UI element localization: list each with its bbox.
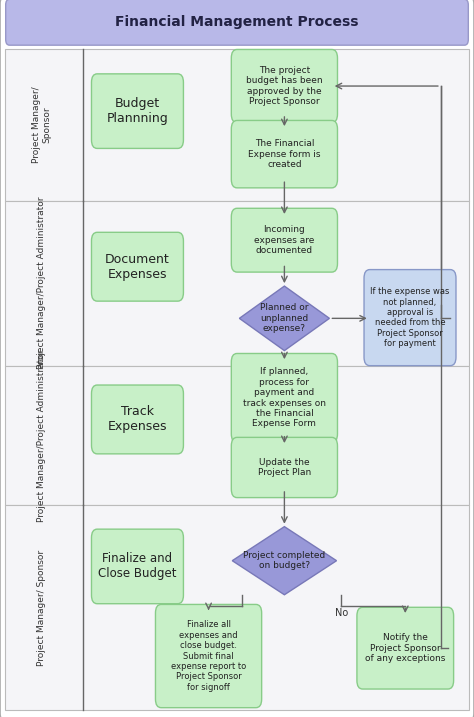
FancyBboxPatch shape	[231, 208, 337, 272]
Text: If the expense was
not planned,
approval is
needed from the
Project Sponsor
for : If the expense was not planned, approval…	[370, 287, 450, 348]
Text: Update the
Project Plan: Update the Project Plan	[258, 457, 311, 478]
Text: The Financial
Expense form is
created: The Financial Expense form is created	[248, 139, 320, 169]
Text: Project Manager/Project Administrator: Project Manager/Project Administrator	[37, 197, 46, 369]
Text: Financial Management Process: Financial Management Process	[115, 15, 359, 29]
FancyBboxPatch shape	[91, 232, 183, 301]
FancyBboxPatch shape	[231, 437, 337, 498]
Text: Incoming
expenses are
documented: Incoming expenses are documented	[254, 225, 315, 255]
Text: Finalize and
Close Budget: Finalize and Close Budget	[98, 552, 177, 581]
Text: Project Manager/Project Administrator: Project Manager/Project Administrator	[37, 349, 46, 522]
Text: Notify the
Project Sponsor
of any exceptions: Notify the Project Sponsor of any except…	[365, 633, 446, 663]
FancyBboxPatch shape	[364, 270, 456, 366]
Text: Finalize all
expenses and
close budget.
Submit final
expense report to
Project S: Finalize all expenses and close budget. …	[171, 620, 246, 692]
Bar	[5, 49, 469, 201]
Text: Yes: Yes	[234, 608, 250, 617]
Polygon shape	[232, 526, 337, 595]
FancyBboxPatch shape	[91, 74, 183, 148]
Text: No: No	[335, 608, 348, 617]
FancyBboxPatch shape	[155, 604, 262, 708]
Text: Track
Expenses: Track Expenses	[108, 405, 167, 434]
Text: Budget
Plannning: Budget Plannning	[107, 97, 168, 125]
Polygon shape	[239, 286, 329, 351]
FancyBboxPatch shape	[6, 0, 468, 45]
Text: The project
budget has been
approved by the
Project Sponsor: The project budget has been approved by …	[246, 66, 323, 106]
Text: If planned,
process for
payment and
track expenses on
the Financial
Expense Form: If planned, process for payment and trac…	[243, 367, 326, 429]
Text: Document
Expenses: Document Expenses	[105, 252, 170, 281]
Text: Project Manager/
Sponsor: Project Manager/ Sponsor	[32, 87, 51, 163]
FancyBboxPatch shape	[91, 385, 183, 454]
Bar	[5, 366, 469, 505]
FancyBboxPatch shape	[231, 120, 337, 188]
Text: Project completed
on budget?: Project completed on budget?	[243, 551, 326, 571]
Bar	[5, 201, 469, 366]
Text: Project Manager/ Sponsor: Project Manager/ Sponsor	[37, 550, 46, 665]
Bar	[5, 505, 469, 710]
FancyBboxPatch shape	[231, 49, 337, 123]
Text: Planned or
unplanned
expense?: Planned or unplanned expense?	[260, 303, 309, 333]
FancyBboxPatch shape	[357, 607, 454, 689]
FancyBboxPatch shape	[91, 529, 183, 604]
FancyBboxPatch shape	[231, 353, 337, 442]
